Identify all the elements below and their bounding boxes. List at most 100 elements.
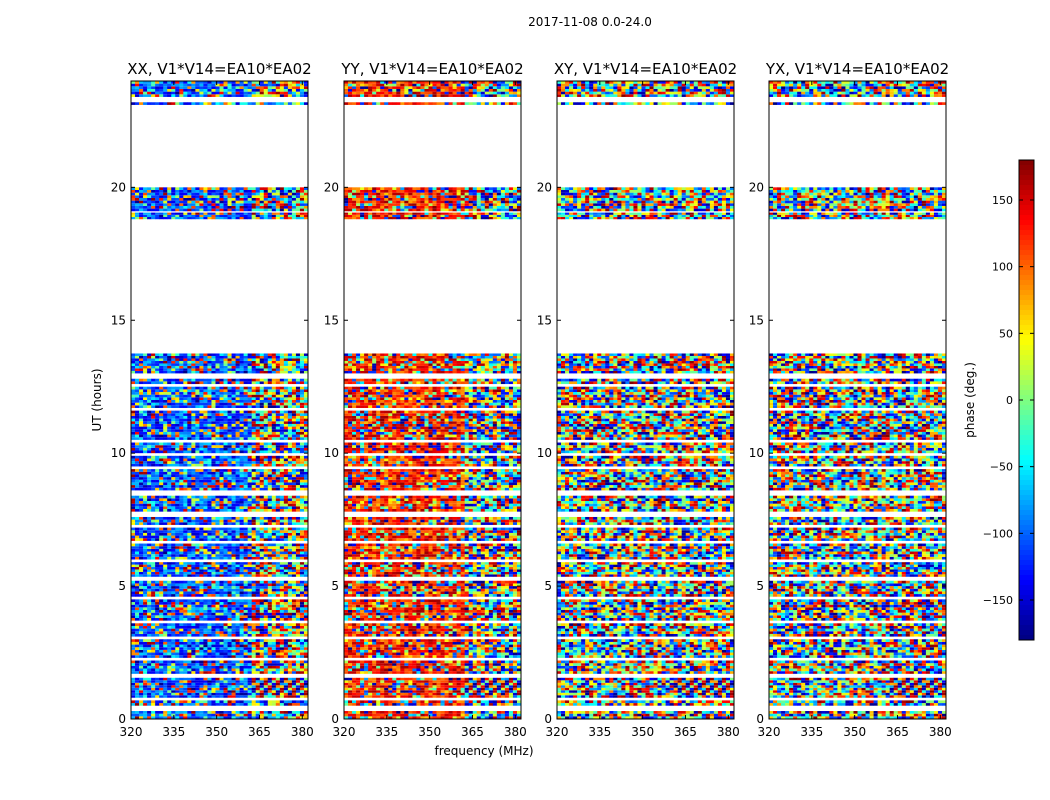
phase-cell [259, 663, 265, 666]
phase-cell [155, 564, 160, 568]
phase-cell [291, 394, 297, 398]
phase-cell [239, 508, 244, 512]
phase-cell [195, 516, 200, 520]
phase-cell [151, 703, 156, 706]
phase-cell [247, 682, 252, 686]
phase-cell [263, 543, 269, 547]
phase-cell [303, 378, 308, 382]
phase-cell [179, 703, 184, 706]
phase-cell [283, 487, 289, 491]
phase-cell [255, 381, 261, 385]
phase-cell [275, 365, 281, 369]
phase-cell [179, 695, 184, 698]
phase-cell [295, 426, 301, 430]
phase-cell [259, 551, 265, 555]
phase-cell [203, 463, 208, 467]
phase-cell [303, 413, 308, 416]
phase-cell [295, 508, 301, 512]
phase-cell [243, 363, 248, 366]
phase-cell [227, 508, 232, 512]
phase-cell [239, 527, 244, 531]
phase-cell [187, 519, 192, 523]
phase-cell [267, 554, 273, 557]
phase-cell [275, 530, 281, 533]
phase-cell [143, 386, 148, 390]
phase-cell [163, 713, 168, 717]
phase-cell [251, 503, 256, 507]
phase-cell [175, 365, 180, 369]
phase-cell [299, 583, 305, 587]
phase-cell [227, 381, 232, 385]
phase-cell [287, 663, 293, 666]
phase-cell [203, 641, 208, 645]
phase-cell [231, 647, 236, 650]
phase-cell [303, 641, 308, 645]
phase-cell [175, 628, 180, 632]
phase-cell [191, 641, 196, 645]
phase-cell [271, 421, 277, 424]
phase-cell [211, 445, 216, 448]
phase-cell [231, 450, 236, 454]
phase-cell [199, 426, 204, 430]
phase-cell [199, 682, 204, 686]
phase-cell [271, 682, 277, 686]
phase-cell [251, 692, 256, 696]
phase-cell [287, 498, 293, 502]
phase-cell [239, 458, 244, 462]
phase-cell [239, 485, 244, 488]
phase-cell [199, 711, 204, 714]
phase-cell [291, 402, 297, 406]
phase-cell [219, 365, 224, 369]
phase-cell [163, 477, 168, 480]
phase-cell [251, 378, 256, 382]
phase-cell [255, 574, 261, 577]
phase-cell [243, 358, 248, 361]
phase-cell [171, 594, 176, 597]
phase-cell [255, 402, 261, 406]
phase-cell [223, 556, 228, 560]
phase-cell [251, 602, 256, 605]
phase-cell [199, 389, 204, 393]
phase-cell [211, 469, 216, 472]
phase-cell [139, 421, 144, 424]
phase-cell [167, 482, 172, 486]
phase-cell [135, 716, 140, 719]
phase-cell [179, 685, 184, 688]
phase-cell [235, 623, 240, 626]
phase-cell [183, 370, 188, 374]
phase-cell [279, 378, 285, 382]
phase-cell [175, 588, 180, 592]
phase-cell [219, 700, 224, 704]
phase-cell [231, 690, 236, 693]
phase-cell [263, 610, 269, 613]
phase-cell [211, 450, 216, 454]
phase-cell [199, 551, 204, 555]
phase-cell [231, 583, 236, 587]
phase-cell [299, 692, 305, 696]
phase-cell [223, 522, 228, 525]
phase-cell [275, 644, 281, 648]
phase-cell [211, 591, 216, 595]
phase-cell [159, 617, 164, 621]
phase-cell [263, 628, 269, 632]
phase-cell [231, 495, 236, 499]
phase-cell [247, 463, 252, 467]
phase-cell [271, 508, 277, 512]
phase-cell [251, 610, 256, 613]
phase-cell [131, 498, 136, 502]
phase-cell [271, 442, 277, 446]
phase-cell [299, 429, 305, 432]
phase-cell [291, 562, 297, 565]
phase-cell [195, 426, 200, 430]
phase-cell [207, 671, 212, 674]
phase-cell [263, 445, 269, 448]
phase-cell [159, 434, 164, 438]
phase-cell [131, 628, 136, 632]
phase-cell [203, 625, 208, 629]
phase-cell [251, 413, 256, 416]
phase-cell [195, 527, 200, 531]
phase-cell [259, 445, 265, 448]
phase-cell [135, 617, 140, 621]
phase-cell [203, 498, 208, 502]
phase-cell [219, 442, 224, 446]
